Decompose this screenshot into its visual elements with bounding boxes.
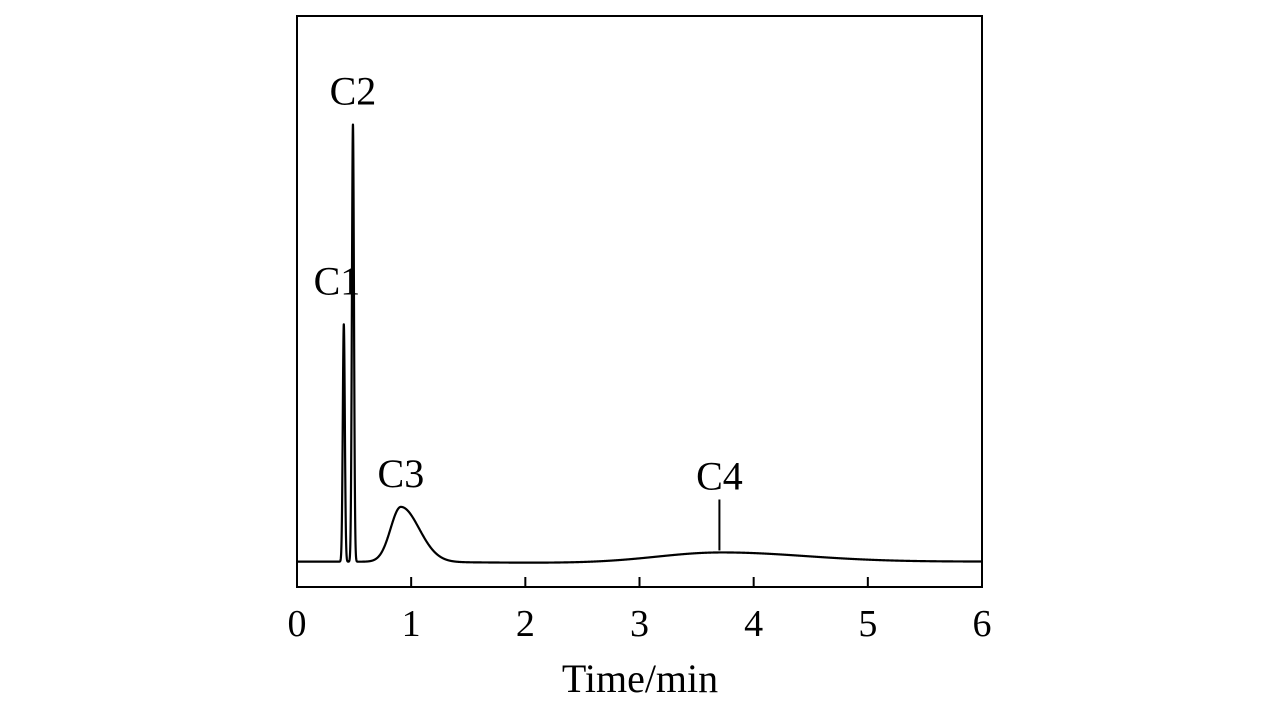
x-tick-label-6: 6 xyxy=(973,603,992,645)
peak-label-c2: C2 xyxy=(330,69,377,114)
peak-label-c3: C3 xyxy=(378,451,425,496)
x-tick-label-1: 1 xyxy=(402,603,421,645)
x-tick-label-4: 4 xyxy=(744,603,763,645)
chromatogram-trace xyxy=(295,123,984,564)
peak-label-c4: C4 xyxy=(696,454,743,499)
x-tick-label-0: 0 xyxy=(288,603,307,645)
x-axis-title: Time/min xyxy=(562,656,718,701)
peak-label-c1: C1 xyxy=(314,259,361,304)
x-axis-ticks xyxy=(296,577,983,587)
x-tick-label-5: 5 xyxy=(858,603,877,645)
x-tick-label-2: 2 xyxy=(516,603,535,645)
x-axis-tick-labels: 0 1 2 3 4 5 6 xyxy=(288,603,992,645)
peak-annotations: C1 C2 C3 C4 xyxy=(314,69,743,551)
x-tick-label-3: 3 xyxy=(630,603,649,645)
plot-frame xyxy=(296,15,983,588)
